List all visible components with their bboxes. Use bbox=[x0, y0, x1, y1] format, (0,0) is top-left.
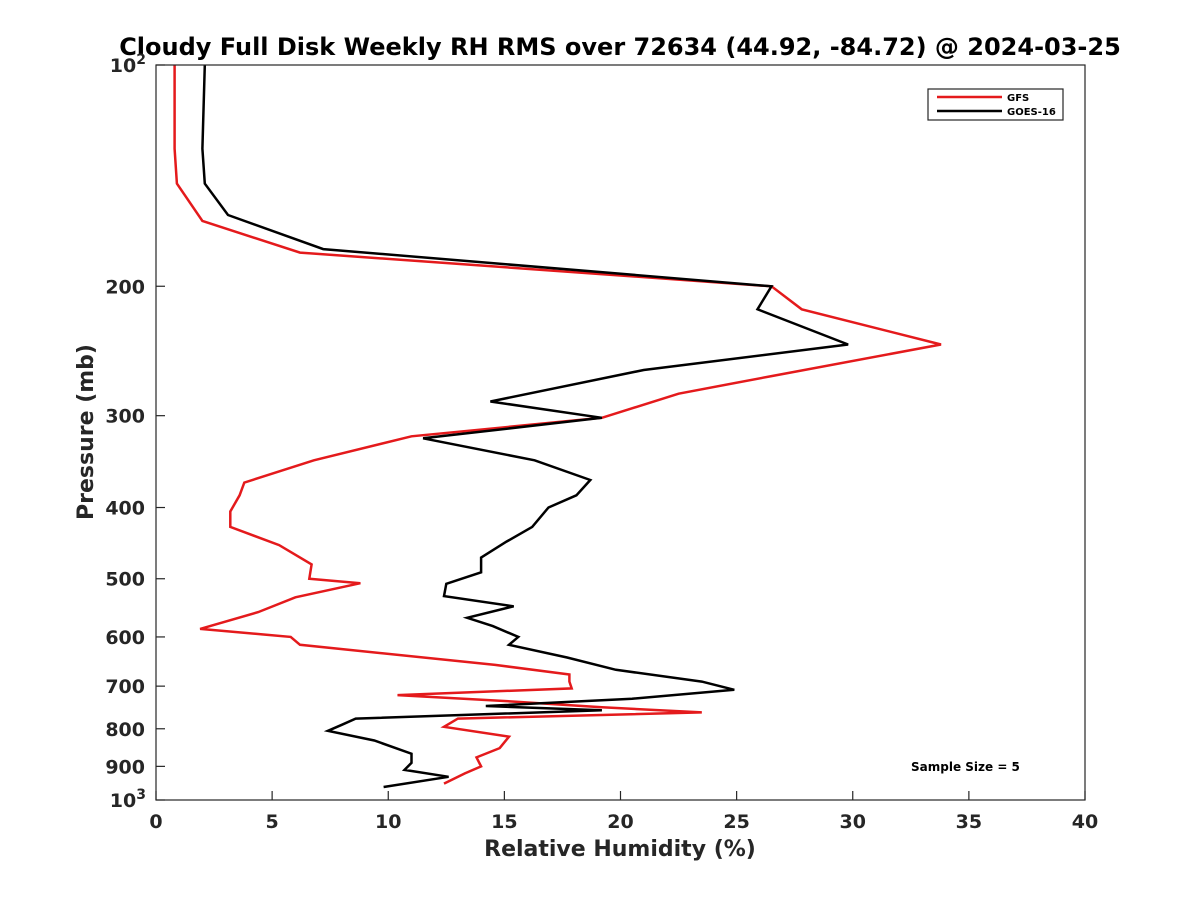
y-tick-label: 200 bbox=[105, 276, 145, 298]
legend-label-goes-16: GOES-16 bbox=[1007, 107, 1056, 118]
x-tick-label: 5 bbox=[266, 811, 279, 833]
legend: GFS GOES-16 bbox=[927, 88, 1064, 121]
y-tick-label: 900 bbox=[105, 756, 145, 778]
series-line-goes-16 bbox=[201, 64, 849, 789]
y-tick-label: 800 bbox=[105, 719, 145, 741]
y-axis-ticks: 102 200 300 400 500 600 700 800 900 103 bbox=[105, 52, 165, 812]
x-axis-label: Relative Humidity (%) bbox=[484, 837, 756, 862]
legend-box bbox=[927, 88, 1064, 121]
x-tick-label: 35 bbox=[956, 811, 982, 833]
legend-label-gfs: GFS bbox=[1007, 93, 1029, 104]
chart-title: Cloudy Full Disk Weekly RH RMS over 7263… bbox=[119, 33, 1121, 61]
sample-size-annotation: Sample Size = 5 bbox=[911, 760, 1020, 774]
x-tick-label: 30 bbox=[840, 811, 866, 833]
x-tick-label: 0 bbox=[149, 811, 162, 833]
y-tick-label: 500 bbox=[105, 569, 145, 591]
series-layer bbox=[173, 64, 942, 789]
x-axis-ticks: 0 5 10 15 20 25 30 35 40 bbox=[149, 791, 1098, 833]
y-tick-label: 103 bbox=[110, 787, 146, 812]
series-line-gfs bbox=[173, 65, 942, 785]
x-tick-label: 10 bbox=[375, 811, 401, 833]
x-tick-label: 20 bbox=[607, 811, 633, 833]
x-tick-label: 40 bbox=[1072, 811, 1098, 833]
x-tick-label: 15 bbox=[491, 811, 517, 833]
y-axis-label: Pressure (mb) bbox=[74, 344, 99, 520]
y-tick-label: 300 bbox=[105, 406, 145, 428]
y-tick-label: 102 bbox=[110, 52, 146, 77]
y-tick-label: 700 bbox=[105, 676, 145, 698]
y-tick-label: 400 bbox=[105, 498, 145, 520]
x-tick-label: 25 bbox=[723, 811, 749, 833]
y-tick-label: 600 bbox=[105, 627, 145, 649]
